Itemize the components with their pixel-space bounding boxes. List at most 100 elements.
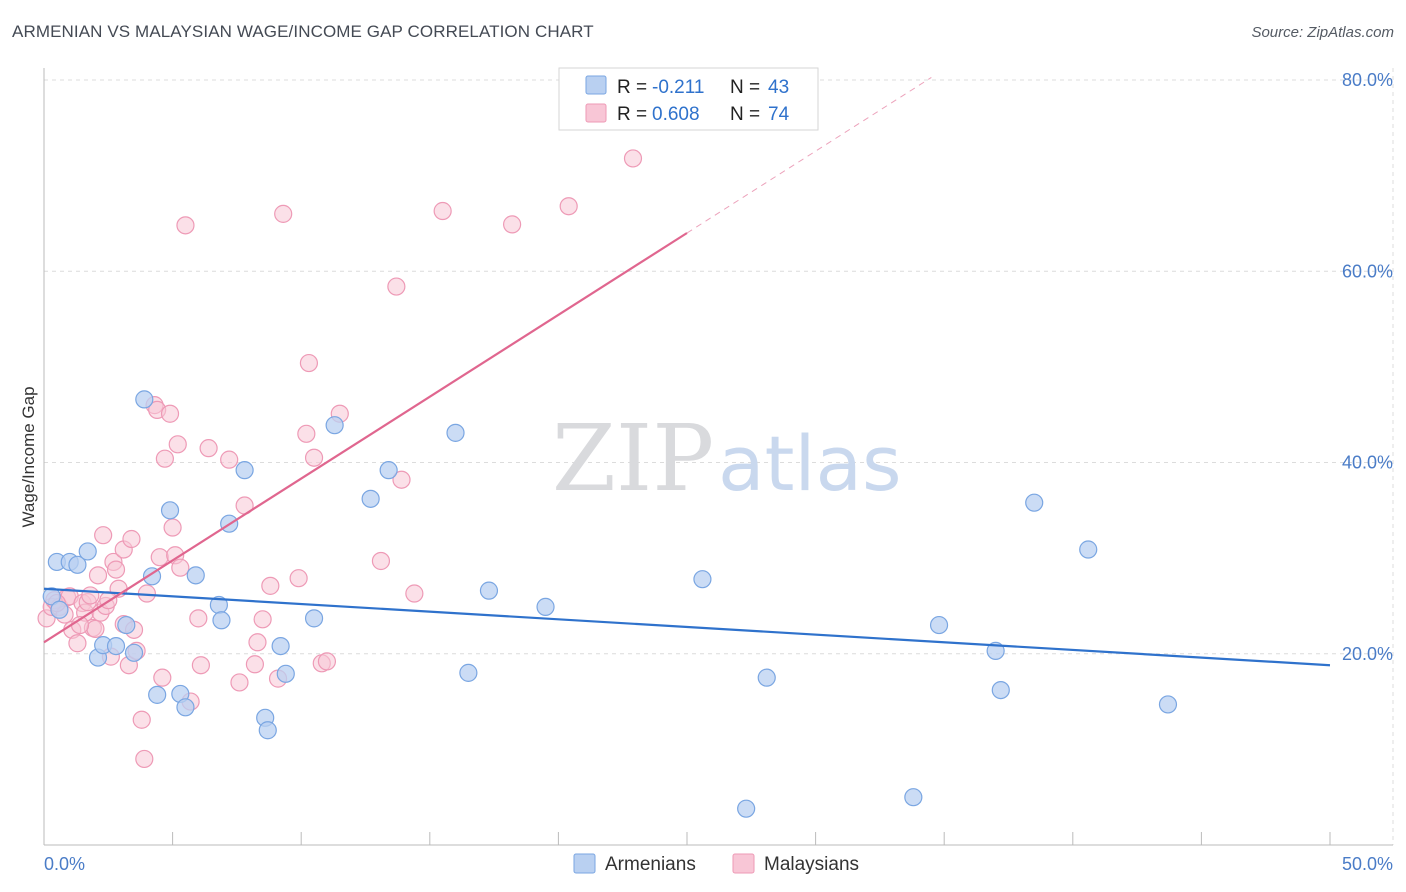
y-tick-label: 80.0% — [1342, 70, 1393, 90]
armenian-point — [50, 600, 69, 619]
armenian-point — [148, 685, 167, 704]
malaysian-point — [289, 569, 308, 588]
armenian-point — [991, 680, 1010, 700]
malaysian-point — [189, 609, 208, 628]
watermark: ZIP atlas — [552, 405, 902, 512]
malaysian-point — [274, 204, 293, 223]
legend-label-malaysians: Malaysians — [764, 854, 859, 875]
malaysian-point — [387, 277, 406, 296]
armenian-point — [479, 581, 499, 600]
armenian-point — [42, 587, 61, 606]
malaysian-point — [261, 576, 280, 595]
axes — [43, 68, 1393, 846]
stats-legend-swatch-armenians — [585, 75, 607, 95]
malaysian-point — [220, 450, 239, 469]
y-tick-label: 60.0% — [1342, 261, 1393, 281]
armenian-point — [536, 597, 555, 616]
malaysian-point — [132, 710, 151, 729]
malaysian-point — [68, 634, 87, 653]
malaysian-point — [623, 149, 643, 168]
armenian-point — [106, 636, 126, 656]
armenian-point — [135, 390, 154, 409]
malaysian-point — [392, 470, 411, 489]
malaysian-point — [245, 655, 265, 674]
malaysian-point — [122, 529, 141, 549]
legend-label-armenians: Armenians — [605, 854, 696, 875]
armenian-point — [176, 698, 195, 717]
malaysian-point — [433, 201, 452, 221]
malaysian-point — [81, 586, 100, 605]
malaysian-point — [304, 448, 324, 467]
armenian-point — [235, 461, 254, 480]
stats-legend-swatch-malaysians — [585, 103, 607, 123]
armenian-point — [124, 643, 144, 662]
malaysian-point — [199, 439, 218, 458]
armenian-point — [276, 664, 295, 683]
chart-title: ARMENIAN VS MALAYSIAN WAGE/INCOME GAP CO… — [12, 22, 594, 41]
stats-n-value-armenians: 43 — [768, 77, 789, 98]
malaysian-point — [88, 566, 108, 585]
malaysian-point — [371, 551, 391, 571]
malaysian-point — [317, 652, 337, 671]
malaysian-point — [248, 633, 267, 652]
armenian-point — [186, 566, 205, 585]
malaysian-point — [297, 424, 316, 443]
malaysian-point — [86, 619, 105, 638]
armenian-point — [117, 615, 136, 635]
y-tick-label: 20.0% — [1342, 644, 1393, 664]
stats-r-label-malaysians: R = — [617, 104, 647, 125]
x-tick-label-max: 50.0% — [1342, 854, 1393, 874]
armenian-point — [904, 788, 923, 807]
malaysian-point — [155, 449, 174, 468]
armenians-points — [42, 390, 1178, 818]
malaysian-point — [94, 526, 113, 545]
armenian-point — [379, 461, 398, 480]
malaysian-point — [299, 353, 319, 373]
armenian-point — [212, 611, 231, 630]
malaysian-point — [150, 548, 169, 567]
legend-swatch-armenians — [573, 853, 596, 874]
stats-r-label-armenians: R = — [617, 77, 647, 98]
stats-n-label-malaysians: N = — [730, 104, 760, 125]
trend-lines — [43, 77, 1331, 667]
stats-r-value-armenians: -0.211 — [652, 77, 704, 98]
malaysians-trend-extension — [686, 77, 932, 234]
y-axis-label: Wage/Income Gap — [19, 386, 38, 527]
stats-r-value-malaysians: 0.608 — [652, 104, 700, 125]
armenian-point — [693, 570, 712, 589]
malaysian-point — [559, 197, 578, 216]
y-tick-labels: 20.0% 40.0% 60.0% 80.0% — [1342, 70, 1393, 664]
malaysians-points — [37, 149, 643, 769]
armenian-point — [258, 721, 277, 740]
stats-n-value-malaysians: 74 — [768, 104, 790, 125]
malaysian-point — [168, 435, 187, 454]
source-label: Source: ZipAtlas.com — [1251, 24, 1394, 41]
stats-legend: R = -0.211 N = 43 R = 0.608 N = 74 — [558, 67, 819, 131]
armenian-point — [325, 416, 344, 435]
stats-n-label-armenians: N = — [730, 77, 760, 98]
armenian-point — [737, 799, 756, 818]
armenian-point — [304, 609, 324, 628]
armenian-point — [68, 555, 87, 574]
watermark-atlas: atlas — [718, 419, 902, 508]
malaysian-point — [176, 216, 195, 235]
armenian-point — [459, 663, 478, 682]
y-tick-label: 40.0% — [1342, 453, 1393, 473]
x-tick-label-min: 0.0% — [44, 854, 85, 874]
armenian-point — [929, 615, 949, 635]
malaysian-point — [253, 610, 272, 629]
legend-swatch-malaysians — [732, 853, 755, 874]
armenian-point — [1158, 695, 1178, 714]
malaysian-point — [106, 560, 126, 579]
watermark-zip: ZIP — [552, 405, 714, 512]
armenian-point — [446, 423, 465, 442]
armenian-point — [1025, 493, 1044, 512]
malaysian-point — [135, 749, 154, 769]
armenian-point — [361, 489, 380, 508]
malaysian-point — [191, 656, 210, 675]
malaysian-point — [405, 584, 424, 603]
armenian-point — [271, 636, 290, 656]
malaysians-trend-line — [43, 232, 688, 644]
malaysian-point — [163, 518, 182, 537]
